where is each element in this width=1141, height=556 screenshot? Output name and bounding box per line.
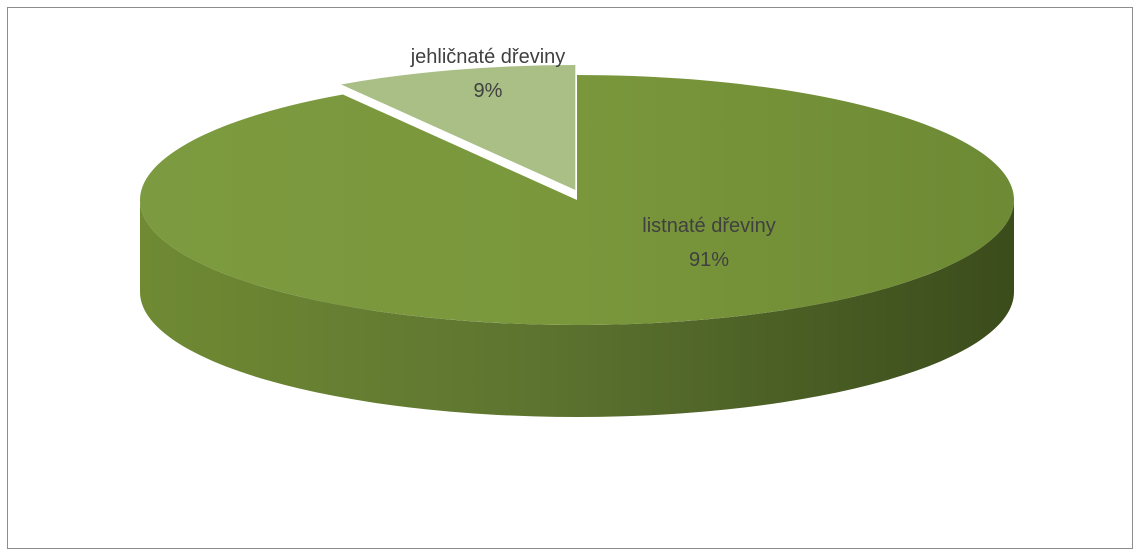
pie-slices xyxy=(139,65,1014,325)
slice-jehlicnate xyxy=(341,65,576,190)
label-jehlicnate-name: jehličnaté dřeviny xyxy=(410,46,566,68)
pie-side-wall xyxy=(140,200,1014,417)
label-listnate-value: 91% xyxy=(689,249,729,271)
slice-listnate xyxy=(139,75,1014,325)
label-jehlicnate-value: 9% xyxy=(474,80,503,102)
label-listnate-name: listnaté dřeviny xyxy=(642,215,775,237)
